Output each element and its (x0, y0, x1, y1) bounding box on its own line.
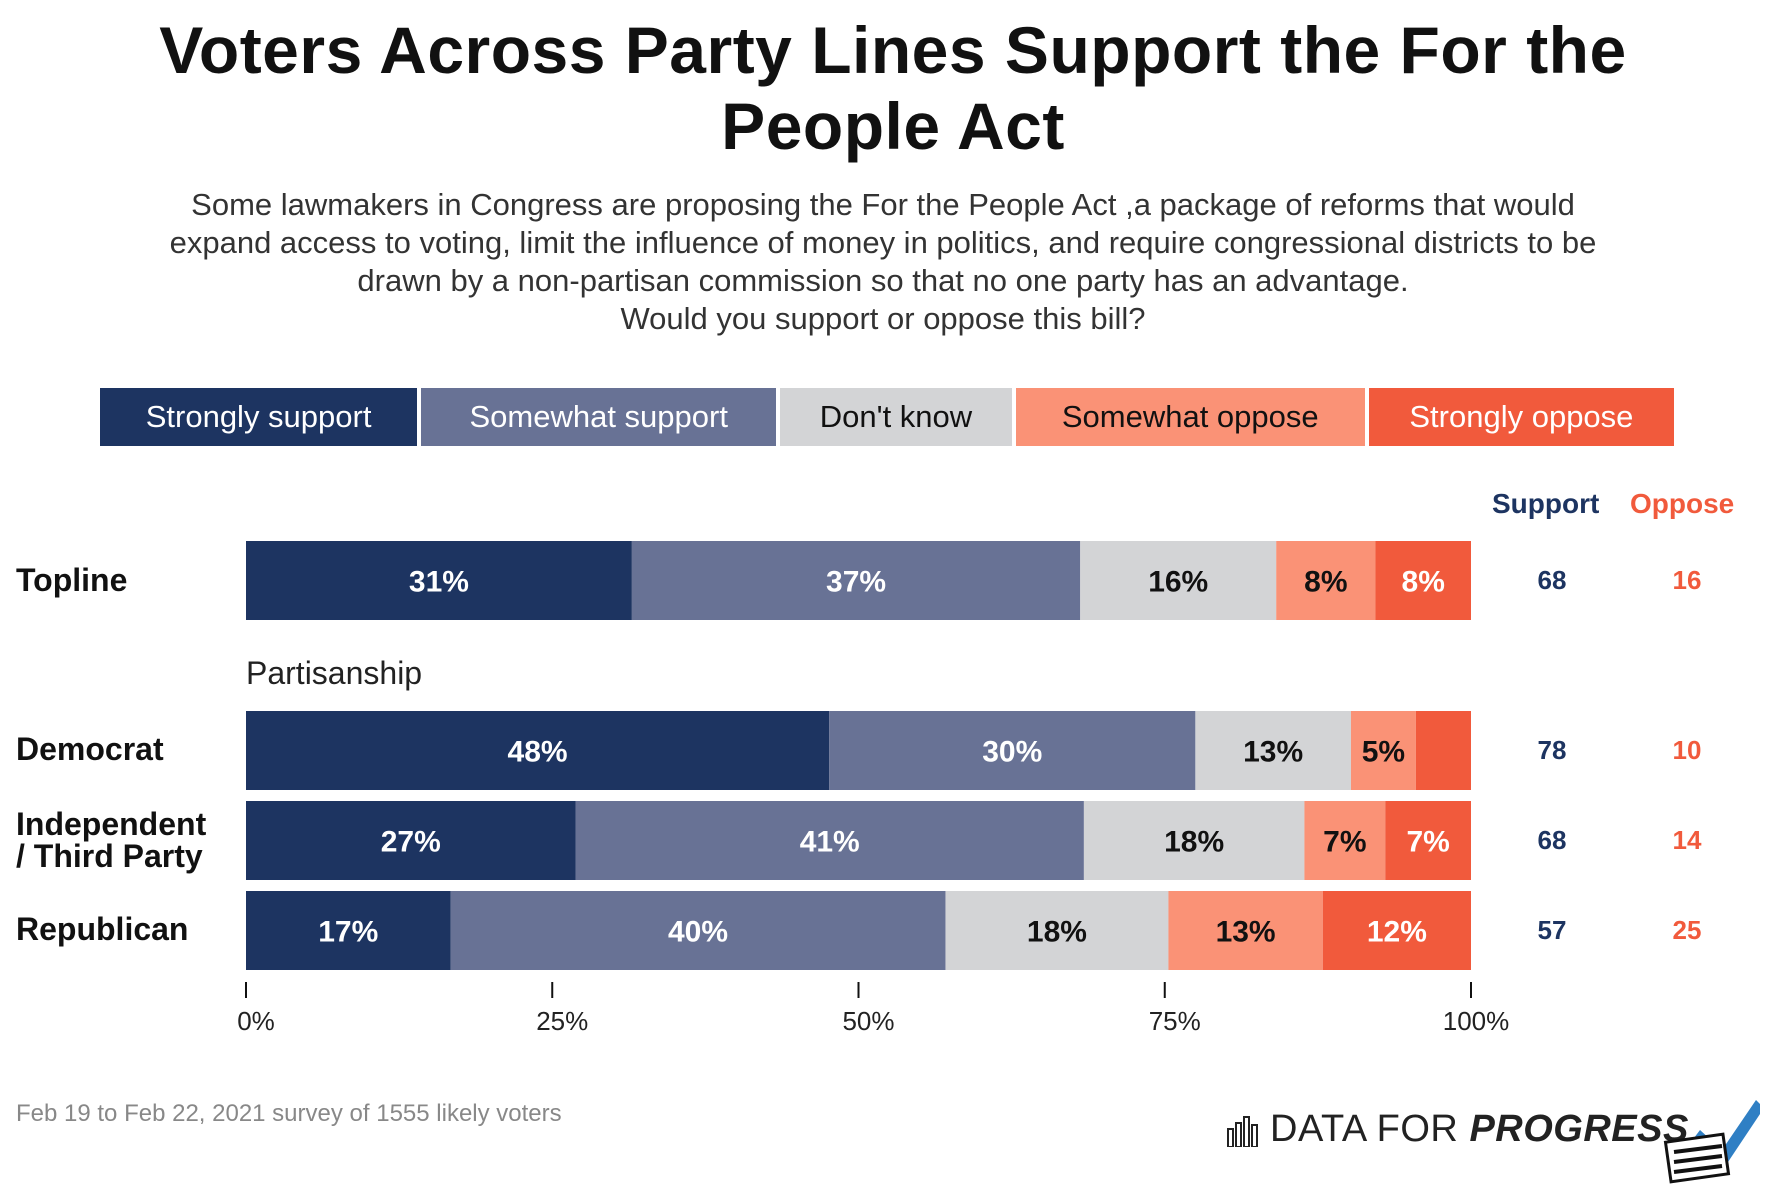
oppose-value-topline: 16 (1672, 565, 1702, 595)
x-tick-label-1: 25% (536, 1006, 588, 1036)
group-label-partisanship: Partisanship (246, 655, 423, 691)
legend-dont-know: Don't know (780, 388, 1012, 446)
bar-label-independent-third-party-0: 27% (381, 826, 441, 859)
bar-label-topline-2: 16% (1148, 566, 1208, 599)
bar-segment-topline-3 (1276, 541, 1376, 620)
legend-somewhat-oppose: Somewhat oppose (1015, 388, 1365, 446)
bar-label-topline-1: 37% (826, 566, 886, 599)
bar-label-republican-3: 13% (1216, 916, 1276, 949)
bar-segment-topline-2 (1080, 541, 1277, 620)
row-label-topline: Topline (16, 562, 128, 598)
subtitle-line-2: expand access to voting, limit the influ… (169, 225, 1597, 260)
chart-title: Voters Across Party Lines Support the Fo… (159, 13, 1627, 163)
bar-label-topline-3: 8% (1304, 566, 1347, 599)
bar-segment-topline-0 (246, 541, 632, 620)
bar-segment-republican-4 (1322, 891, 1471, 970)
x-tick-label-4: 100% (1443, 1006, 1510, 1036)
bar-label-democrat-1: 30% (982, 736, 1042, 769)
bar-label-independent-third-party-4: 7% (1406, 826, 1449, 859)
bar-segment-democrat-2 (1195, 711, 1351, 790)
bar-segment-republican-2 (945, 891, 1169, 970)
subtitle-line-3: drawn by a non-partisan commission so th… (357, 263, 1409, 298)
bar-label-republican-0: 17% (318, 916, 378, 949)
oppose-column-header: Oppose (1630, 488, 1735, 519)
bar-segment-independent-third-party-3 (1304, 801, 1386, 880)
bar-label-independent-third-party-2: 18% (1164, 826, 1224, 859)
bar-label-democrat-0: 48% (508, 736, 568, 769)
x-tick-label-0: 0% (237, 1006, 275, 1036)
support-value-republican: 57 (1537, 915, 1567, 945)
row-label-independent-line-2: / Third Party (16, 838, 203, 874)
row-label-independent-line-1: Independent (16, 806, 207, 842)
row-label-republican: Republican (16, 911, 189, 947)
bar-chart-icon (1227, 1115, 1258, 1147)
oppose-value-democrat: 10 (1672, 735, 1702, 765)
legend-strongly-support: Strongly support (100, 388, 418, 446)
x-tick-label-3: 75% (1149, 1006, 1201, 1036)
x-tick-label-2: 50% (842, 1006, 894, 1036)
subtitle-line-4: Would you support or oppose this bill? (620, 301, 1146, 336)
bar-segment-republican-1 (450, 891, 946, 970)
bar-label-topline-4: 8% (1402, 566, 1445, 599)
bar-segment-topline-4 (1375, 541, 1471, 620)
bar-segment-republican-3 (1168, 891, 1323, 970)
bar-segment-democrat-4 (1415, 711, 1471, 790)
brand-text-bold: PROGRESS (1469, 1108, 1689, 1150)
support-column-header: Support (1492, 488, 1600, 519)
bar-label-republican-1: 40% (668, 916, 728, 949)
bar-label-democrat-2: 13% (1243, 736, 1303, 769)
support-value-democrat: 78 (1537, 735, 1567, 765)
brand-text: DATA FOR PROGRESS (1270, 1108, 1689, 1151)
bar-segment-republican-0 (246, 891, 451, 970)
data-for-progress-logo: DATA FOR PROGRESS (1226, 1108, 1689, 1151)
bar-label-independent-third-party-3: 7% (1323, 826, 1366, 859)
legend-somewhat-support: Somewhat support (421, 388, 777, 446)
source-note: Feb 19 to Feb 22, 2021 survey of 1555 li… (16, 1100, 562, 1127)
bar-label-republican-2: 18% (1027, 916, 1087, 949)
legend: Strongly support Somewhat support Don't … (100, 388, 1678, 446)
row-label-democrat: Democrat (16, 731, 164, 767)
bar-segment-topline-1 (631, 541, 1081, 620)
bar-segment-independent-third-party-2 (1083, 801, 1305, 880)
bar-label-independent-third-party-1: 41% (800, 826, 860, 859)
legend-strongly-oppose: Strongly oppose (1368, 388, 1675, 446)
bar-segment-independent-third-party-0 (246, 801, 576, 880)
bar-segment-democrat-1 (829, 711, 1196, 790)
bar-segment-democrat-3 (1350, 711, 1416, 790)
support-value-topline: 68 (1537, 565, 1567, 595)
bar-label-topline-0: 31% (409, 566, 469, 599)
bar-label-democrat-3: 5% (1362, 736, 1405, 769)
oppose-value-republican: 25 (1672, 915, 1702, 945)
vote-save-america-logo (1663, 1100, 1760, 1184)
brand-text-plain: DATA FOR (1270, 1108, 1470, 1150)
bar-segment-independent-third-party-1 (575, 801, 1084, 880)
bar-label-republican-4: 12% (1367, 916, 1427, 949)
bar-segment-independent-third-party-4 (1385, 801, 1471, 880)
oppose-value-independent: 14 (1672, 825, 1702, 855)
support-value-independent: 68 (1537, 825, 1567, 855)
bar-segment-democrat-0 (246, 711, 830, 790)
subtitle-line-1: Some lawmakers in Congress are proposing… (191, 187, 1575, 222)
